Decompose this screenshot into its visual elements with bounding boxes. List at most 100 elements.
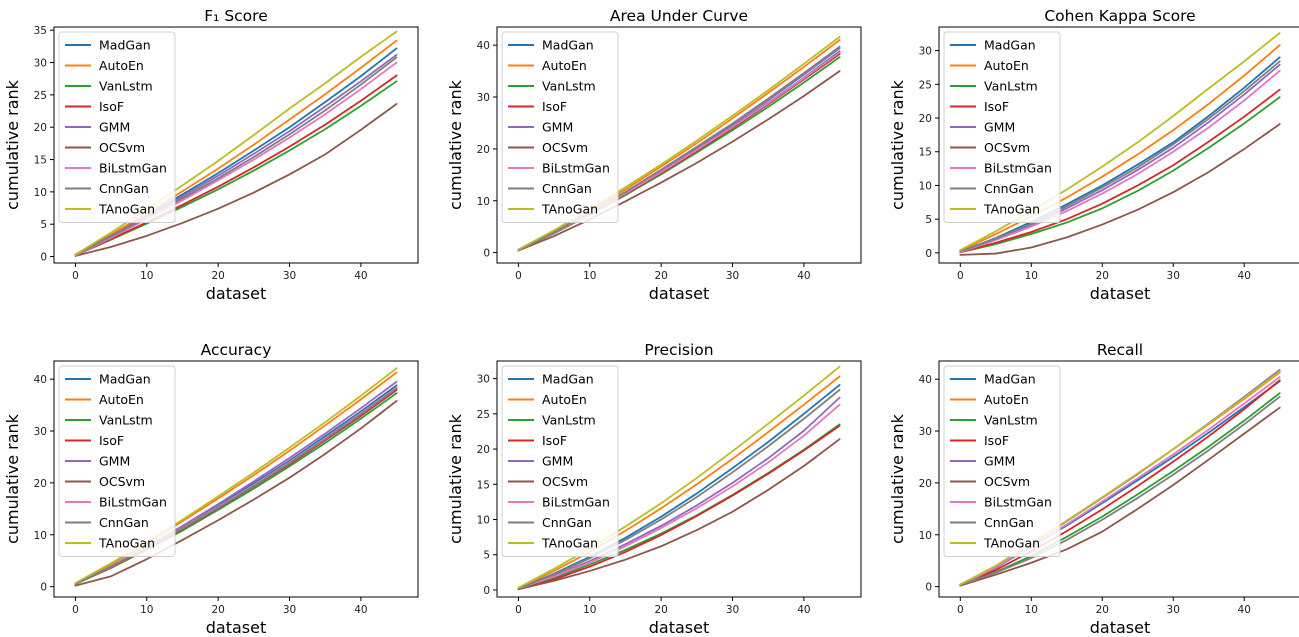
y-tick-label: 25	[34, 90, 47, 102]
x-tick-label: 0	[957, 604, 964, 616]
series-line-isof	[517, 424, 841, 591]
series-line-cnngan	[517, 388, 841, 590]
series-line-madgan	[517, 384, 841, 590]
y-tick-label: 15	[477, 479, 490, 491]
legend-label: BiLstmGan	[984, 495, 1052, 510]
chart-title: F₁ Score	[204, 7, 267, 25]
series-line-ocsvm	[517, 438, 841, 591]
series-group	[959, 368, 1281, 587]
y-tick-label: 10	[477, 515, 490, 527]
legend-label: VanLstm	[984, 413, 1038, 428]
y-tick-label: 30	[34, 426, 47, 438]
y-tick-label: 20	[34, 122, 47, 134]
subplot-4: 0 10 20 30 40 0 5 10 15 20 25 30 Precision dataset cum…	[446, 341, 862, 637]
legend-label: IsoF	[99, 433, 124, 448]
legend: MadGan AutoEn VanLstm IsoF GMM OCSvm BiLstmGan…	[943, 31, 1061, 223]
legend-label: MadGan	[984, 372, 1036, 387]
legend-box	[943, 365, 1061, 557]
subplot-0: 0 10 20 30 40 0 5 10 15 20 25 30 35 F₁ Score dataset cu…	[3, 7, 419, 303]
x-tick-label: 0	[515, 604, 522, 616]
x-tick-label: 30	[726, 604, 739, 616]
series-line-ocsvm	[74, 400, 398, 587]
series-group	[74, 30, 398, 257]
legend-label: TAnoGan	[541, 202, 598, 217]
series-line-vanlstm	[959, 392, 1281, 586]
axes-frame	[496, 360, 862, 598]
subplot-1: 0 10 20 30 40 0 10 20 30 40 Area Under Curve datase…	[446, 7, 862, 303]
axes-frame	[53, 360, 419, 598]
series-line-ocsvm	[959, 406, 1281, 587]
legend-label: IsoF	[984, 433, 1009, 448]
x-axis-label: dataset	[206, 284, 267, 303]
series-line-ocsvm	[517, 70, 841, 252]
x-tick-label: 20	[1096, 604, 1109, 616]
legend-label: AutoEn	[99, 58, 144, 73]
y-tick-label: 20	[919, 478, 932, 490]
legend-label: GMM	[99, 120, 130, 135]
series-line-ocsvm	[74, 103, 398, 257]
legend-label: TAnoGan	[983, 536, 1040, 551]
legend-label: BiLstmGan	[542, 161, 610, 176]
legend-label: BiLstmGan	[542, 495, 610, 510]
axes-frame	[53, 26, 419, 264]
x-tick-label: 30	[1167, 270, 1180, 282]
legend-label: MadGan	[99, 372, 151, 387]
legend-label: AutoEn	[984, 392, 1029, 407]
x-axis-label: dataset	[649, 618, 710, 637]
y-tick-label: 5	[40, 219, 47, 231]
y-tick-label: 5	[925, 214, 932, 226]
legend-box	[943, 31, 1061, 223]
legend-label: VanLstm	[99, 79, 153, 94]
x-tick-label: 10	[1025, 270, 1038, 282]
y-tick-label: 20	[34, 478, 47, 490]
x-tick-label: 10	[583, 604, 596, 616]
legend-label: MadGan	[984, 38, 1036, 53]
y-tick-label: 30	[477, 374, 490, 386]
series-line-gmm	[959, 63, 1281, 253]
legend-label: TAnoGan	[98, 202, 155, 217]
y-tick-label: 0	[40, 582, 47, 594]
legend-label: TAnoGan	[983, 202, 1040, 217]
series-line-ocsvm	[959, 123, 1281, 256]
x-tick-label: 30	[726, 270, 739, 282]
series-line-gmm	[517, 396, 841, 590]
y-tick-label: 5	[483, 550, 490, 562]
legend-label: TAnoGan	[541, 536, 598, 551]
legend-label: VanLstm	[542, 79, 596, 94]
y-tick-label: 10	[477, 196, 490, 208]
chart-title: Recall	[1097, 341, 1143, 359]
series-line-vanlstm	[959, 96, 1281, 254]
legend: MadGan AutoEn VanLstm IsoF GMM OCSvm BiLstmGan…	[58, 31, 176, 223]
chart-title: Accuracy	[201, 341, 272, 359]
series-group	[959, 32, 1281, 256]
x-tick-label: 30	[1167, 604, 1180, 616]
x-tick-label: 10	[140, 604, 153, 616]
legend-box	[58, 31, 176, 223]
legend-label: MadGan	[99, 38, 151, 53]
legend-box	[501, 31, 619, 223]
y-axis-label: cumulative rank	[446, 79, 465, 210]
subplot-2: 0 10 20 30 40 0 5 10 15 20 25 30 Cohen Kappa Score da…	[888, 7, 1299, 303]
legend-label: CnnGan	[542, 181, 592, 196]
legend-label: OCSvm	[984, 140, 1030, 155]
axes-frame	[938, 360, 1299, 598]
series-line-cnngan	[74, 387, 398, 585]
legend-label: OCSvm	[99, 474, 145, 489]
legend-label: VanLstm	[542, 413, 596, 428]
chart-title: Area Under Curve	[610, 7, 748, 25]
legend-label: CnnGan	[99, 515, 149, 530]
legend-label: IsoF	[542, 99, 567, 114]
x-tick-label: 40	[354, 604, 367, 616]
series-line-autoen	[517, 375, 841, 589]
chart-title: Precision	[644, 341, 713, 359]
x-tick-label: 20	[654, 604, 667, 616]
legend-label: CnnGan	[99, 181, 149, 196]
legend-label: OCSvm	[984, 474, 1030, 489]
legend-label: OCSvm	[542, 140, 588, 155]
legend-label: CnnGan	[542, 515, 592, 530]
series-line-cnngan	[74, 56, 398, 256]
y-tick-label: 40	[477, 40, 490, 52]
y-tick-label: 30	[919, 426, 932, 438]
y-tick-label: 0	[40, 252, 47, 264]
legend-label: GMM	[984, 454, 1015, 469]
